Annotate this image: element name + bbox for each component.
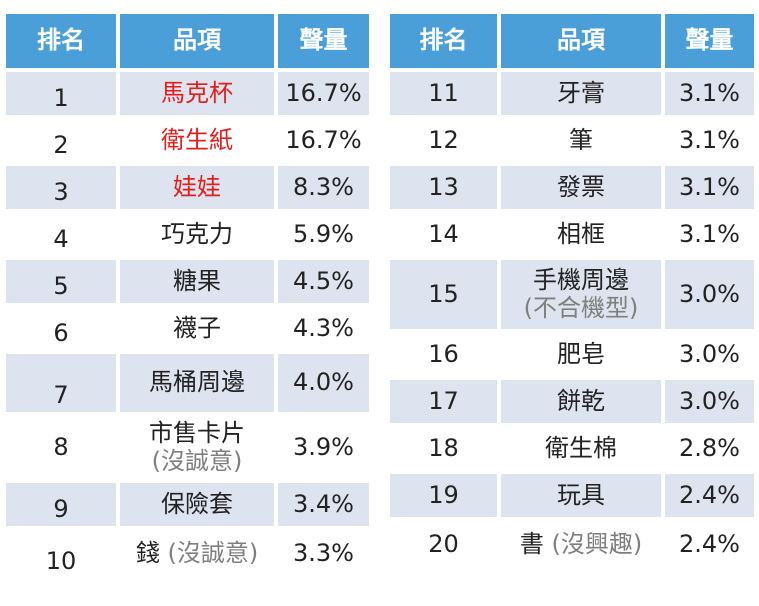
volume-cell: 2.4%	[679, 530, 740, 559]
rank-cell: 18	[428, 433, 459, 462]
item-cell: 餅乾	[557, 386, 605, 415]
item-cell: 衛生棉	[545, 433, 617, 462]
rank-cell: 15	[428, 279, 459, 308]
table-row: 8 市售卡片 (沒誠意) 3.9%	[6, 416, 369, 479]
table-row: 12 筆 3.1%	[390, 119, 754, 162]
rank-cell: 5	[53, 272, 69, 301]
volume-cell: 8.3%	[293, 172, 354, 201]
table-row: 13 發票 3.1%	[390, 166, 754, 209]
volume-cell: 3.9%	[293, 432, 354, 461]
volume-cell: 3.0%	[679, 386, 740, 415]
table-row: 20 書 (沒興趣) 2.4%	[390, 521, 754, 569]
item-note: (沒誠意)	[151, 446, 243, 475]
item-cell: 發票	[557, 172, 605, 201]
table-header: 排名 品項 聲量	[390, 14, 754, 68]
volume-cell: 3.3%	[293, 539, 354, 568]
volume-header: 聲量	[685, 26, 734, 55]
table-row: 3 娃娃 8.3%	[6, 166, 369, 209]
volume-cell: 3.1%	[679, 219, 740, 248]
item-cell: 襪子	[173, 313, 221, 342]
rank-cell: 16	[428, 339, 459, 368]
table-row: 6 襪子 4.3%	[6, 307, 369, 350]
rank-cell: 12	[428, 125, 459, 154]
table-row: 14 相框 3.1%	[390, 213, 754, 256]
table-row: 17 餅乾 3.0%	[390, 380, 754, 423]
ranking-table-right: 排名 品項 聲量 11 牙膏 3.1% 12 筆 3.1% 13 發票 3.1% 14 相框 3.1% 15 手…	[390, 14, 754, 569]
rank-cell: 20	[428, 530, 459, 559]
item-header: 品項	[557, 26, 605, 55]
volume-cell: 4.0%	[293, 368, 354, 397]
rank-cell: 11	[428, 78, 459, 107]
volume-cell: 3.1%	[679, 172, 740, 201]
volume-cell: 3.0%	[679, 339, 740, 368]
rank-cell: 17	[428, 386, 459, 415]
item-cell: 肥皂	[557, 339, 605, 368]
item-note: (不合機型)	[523, 293, 639, 322]
volume-cell: 4.3%	[293, 313, 354, 342]
item-cell: 馬桶周邊	[149, 368, 245, 397]
table-row: 7 馬桶周邊 4.0%	[6, 354, 369, 412]
item-cell: 馬克杯	[161, 78, 233, 107]
item-header: 品項	[173, 26, 221, 55]
item-cell: 糖果	[173, 266, 221, 295]
table-row: 5 糖果 4.5%	[6, 260, 369, 303]
item-cell: 巧克力	[161, 219, 233, 248]
rank-cell: 3	[53, 178, 69, 207]
table-row: 10 錢 (沒誠意) 3.3%	[6, 530, 369, 578]
table-row: 16 肥皂 3.0%	[390, 333, 754, 376]
item-cell: 市售卡片	[149, 418, 245, 447]
rank-cell: 7	[53, 381, 69, 410]
table-header: 排名 品項 聲量	[6, 14, 369, 68]
item-cell: 衛生紙	[161, 125, 233, 154]
table-row: 1 馬克杯 16.7%	[6, 72, 369, 115]
volume-cell: 2.4%	[679, 480, 740, 509]
volume-cell: 16.7%	[285, 78, 362, 107]
rank-cell: 4	[53, 225, 69, 254]
table-row: 19 玩具 2.4%	[390, 474, 754, 517]
item-cell: 錢	[135, 539, 160, 568]
item-cell: 筆	[569, 125, 593, 154]
rank-cell: 6	[53, 319, 69, 348]
item-note: (沒誠意)	[167, 539, 259, 568]
item-cell: 牙膏	[557, 78, 605, 107]
rank-cell: 8	[53, 432, 69, 461]
rank-header: 排名	[37, 26, 85, 55]
item-cell: 娃娃	[173, 172, 221, 201]
volume-cell: 4.5%	[293, 266, 354, 295]
table-row: 9 保險套 3.4%	[6, 483, 369, 526]
item-cell: 手機周邊	[532, 265, 629, 294]
table-row: 15 手機周邊 (不合機型) 3.0%	[390, 260, 754, 329]
item-note: (沒興趣)	[551, 530, 643, 559]
rank-cell: 14	[428, 219, 459, 248]
rank-cell: 9	[53, 495, 69, 524]
volume-cell: 3.1%	[679, 125, 740, 154]
rank-cell: 10	[45, 547, 77, 576]
rank-cell: 19	[428, 480, 459, 509]
volume-cell: 3.0%	[679, 279, 740, 308]
volume-header: 聲量	[299, 26, 348, 55]
volume-cell: 2.8%	[679, 433, 740, 462]
ranking-table-left: 排名 品項 聲量 1 馬克杯 16.7% 2 衛生紙 16.7% 3 娃娃 8.3% 4 巧克力 5.9% 5…	[6, 14, 369, 578]
table-row: 2 衛生紙 16.7%	[6, 119, 369, 162]
volume-cell: 3.1%	[679, 78, 740, 107]
volume-cell: 16.7%	[285, 125, 362, 154]
item-cell: 玩具	[557, 480, 605, 509]
item-cell: 相框	[557, 219, 605, 248]
item-cell: 書	[519, 530, 544, 559]
table-row: 11 牙膏 3.1%	[390, 72, 754, 115]
table-row: 4 巧克力 5.9%	[6, 213, 369, 256]
table-row: 18 衛生棉 2.8%	[390, 427, 754, 470]
volume-cell: 5.9%	[293, 219, 354, 248]
volume-cell: 3.4%	[293, 489, 354, 518]
rank-cell: 1	[53, 84, 69, 113]
item-cell: 保險套	[161, 489, 233, 518]
rank-header: 排名	[419, 26, 468, 55]
rank-cell: 13	[428, 172, 459, 201]
rank-cell: 2	[53, 131, 69, 160]
